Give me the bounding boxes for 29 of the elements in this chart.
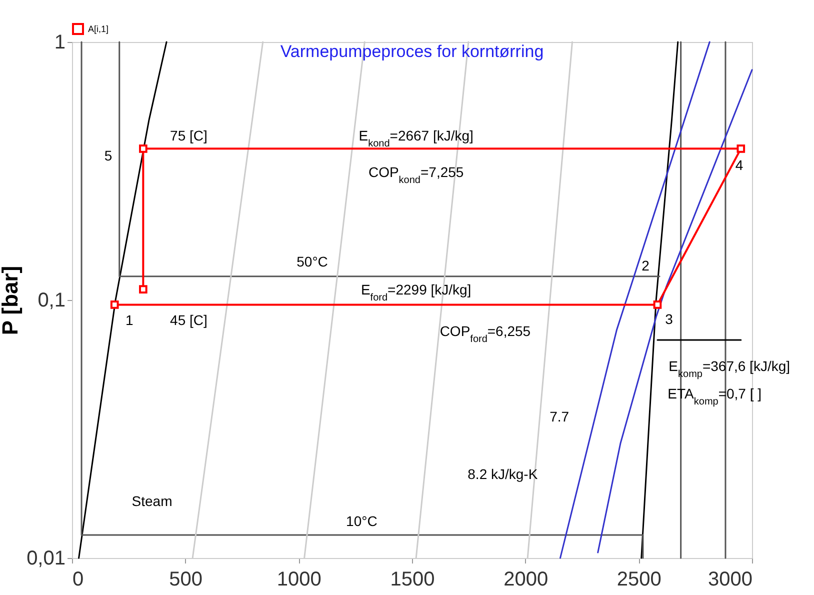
x-tick-label: 3000 — [708, 568, 752, 590]
annotation: E$_{kond}$=2667 [kJ/kg] — [358, 128, 474, 150]
annotation: 8.2 kJ/kg-K — [468, 466, 538, 482]
y-tick-label: 0,1 — [38, 290, 66, 312]
annotation: 2 — [642, 257, 650, 274]
annotation: COP$_{ford}$=6,255 — [440, 323, 531, 345]
x-tick-label: 2500 — [616, 568, 662, 590]
y-tick-label: 0,01 — [26, 548, 66, 570]
annotation: 10°C — [346, 512, 378, 529]
x-tick-label: 0 — [72, 568, 84, 590]
annotation: 4 — [735, 157, 744, 174]
annotation: 3 — [665, 311, 674, 328]
annotation: 45 [C] — [170, 312, 208, 328]
y-tick-label: 1 — [54, 32, 66, 54]
annotation: 1 — [125, 312, 134, 328]
annotation: 7.7 — [550, 408, 570, 425]
chart-title: Varmepumpeproces for korntørring — [280, 42, 544, 61]
annotation: 75 [C] — [170, 128, 208, 144]
x-tick-label: 1000 — [276, 568, 322, 590]
x-tick-label: 500 — [169, 568, 203, 590]
annotation: Steam — [132, 492, 172, 509]
x-tick-label: 1500 — [390, 568, 435, 590]
annotation: 5 — [104, 147, 112, 164]
legend-label: A[i,1] — [88, 24, 109, 34]
y-axis-title: P [bar] — [0, 266, 23, 336]
annotation: E$_{ford}$=2299 [kJ/kg] — [360, 281, 472, 303]
annotation: COP$_{kond}$=7,255 — [368, 164, 464, 186]
x-tick-label: 2000 — [504, 568, 548, 590]
annotation: 50°C — [296, 253, 328, 270]
